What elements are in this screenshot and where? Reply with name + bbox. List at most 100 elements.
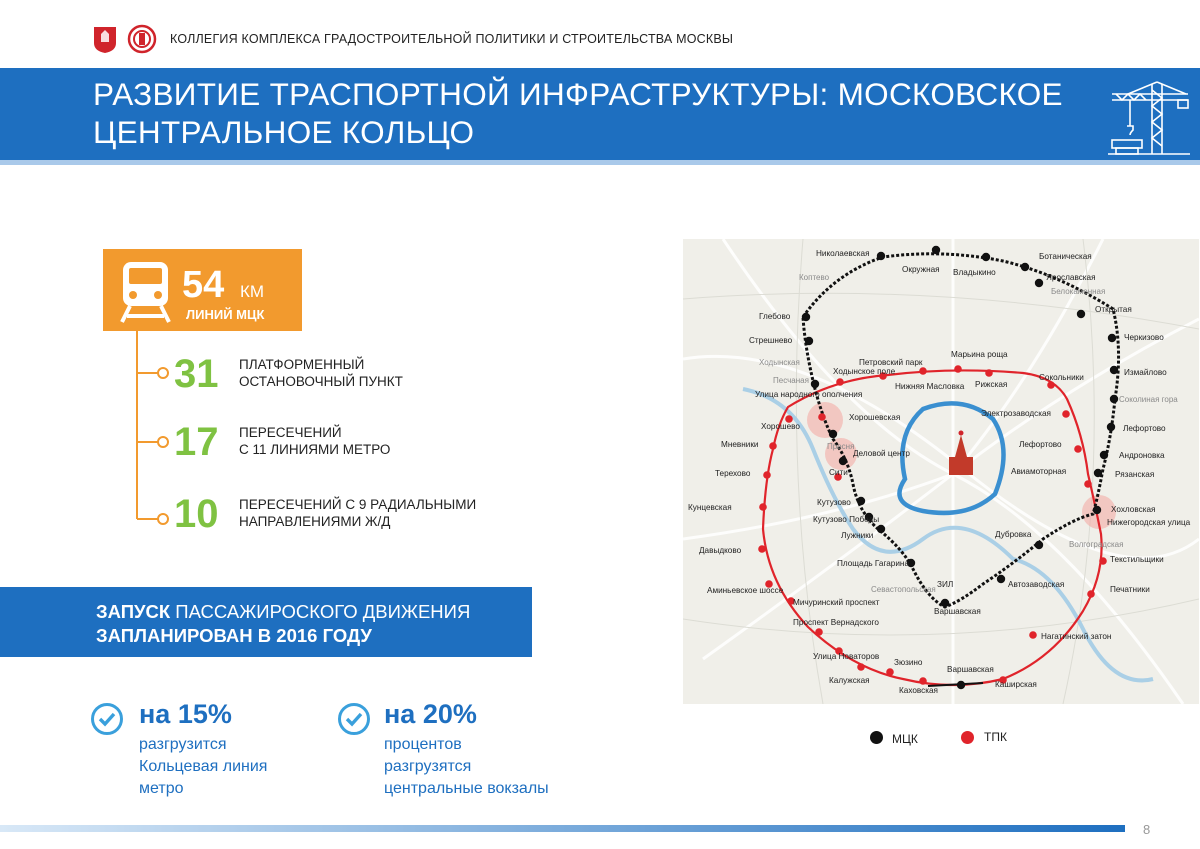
map-label: Хорошево	[761, 422, 800, 431]
map-label: Ботаническая	[1039, 252, 1092, 261]
stats-connector	[136, 331, 169, 525]
mck-line	[801, 252, 1121, 609]
map-label: Ходынская	[759, 358, 800, 367]
map-label: Улица народного ополчения	[755, 390, 862, 399]
legend-tpk-label: ТПК	[984, 730, 1007, 744]
map-label: Рязанская	[1115, 470, 1154, 479]
length-label: ЛИНИЙ МЦК	[186, 307, 265, 322]
map-label: Лефортово	[1019, 440, 1062, 449]
map-label: Хохловская	[1111, 505, 1155, 514]
mck-spur	[927, 682, 984, 687]
map-label: Глебово	[759, 312, 791, 321]
map-label: Варшавская	[947, 665, 994, 674]
tpk-stations	[758, 365, 1107, 685]
map-labels: Николаевская Окружная Владыкино Ботаниче…	[688, 249, 1191, 695]
title-band	[0, 68, 1200, 165]
stat-text-line: ПЛАТФОРМЕННЫЙ	[239, 357, 365, 372]
page-number: 8	[1143, 822, 1151, 837]
map-label: Нижегородская улица	[1107, 518, 1191, 527]
garden-ring	[897, 401, 1006, 516]
stat-text-metro: ПЕРЕСЕЧЕНИЙ С 11 ЛИНИЯМИ МЕТРО	[239, 424, 390, 458]
stat-text-platforms: ПЛАТФОРМЕННЫЙ ОСТАНОВОЧНЫЙ ПУНКТ	[239, 356, 403, 390]
map-label: Варшавская	[934, 607, 981, 616]
map-label: Площадь Гагарина	[837, 559, 909, 568]
effect-title-ring: на 15%	[139, 699, 232, 729]
tpk-line	[761, 369, 1103, 687]
map-label: Текстильщики	[1110, 555, 1164, 564]
effect-desc-line: разгрузится	[139, 736, 227, 753]
page-title-line2: ЦЕНТРАЛЬНОЕ КОЛЬЦО	[93, 114, 475, 150]
map-label: Авиамоторная	[1011, 467, 1066, 476]
checkmark-icon	[338, 703, 370, 735]
map-label: Кутузово	[817, 498, 851, 507]
page-title: РАЗВИТИЕ ТРАСПОРТНОЙ ИНФРАСТРУКТУРЫ: МОС…	[93, 75, 1073, 151]
map-label: Севастопольская	[871, 585, 936, 594]
mck-stations	[801, 245, 1119, 690]
map-label: Песчаная	[773, 376, 809, 385]
map-label: Владыкино	[953, 268, 996, 277]
map-label: Черкизово	[1124, 333, 1164, 342]
map-label: Андроновка	[1119, 451, 1165, 460]
map-label: Аминьевское шоссе	[707, 586, 784, 595]
stat-text-line: НАПРАВЛЕНИЯМИ Ж/Д	[239, 514, 391, 529]
effect-title-stations: на 20%	[384, 699, 477, 729]
map-label: Автозаводская	[1008, 580, 1064, 589]
map-label: Проспект Вернадского	[793, 618, 879, 627]
map-label: Каховская	[899, 686, 938, 695]
length-value: 54	[182, 264, 225, 306]
stat-text-line: С 11 ЛИНИЯМИ МЕТРО	[239, 442, 391, 457]
map-label: Улица Новаторов	[813, 652, 879, 661]
stat-text-railway: ПЕРЕСЕЧЕНИЙ С 9 РАДИАЛЬНЫМИ НАПРАВЛЕНИЯМ…	[239, 496, 476, 530]
kremlin-icon	[949, 430, 973, 475]
stat-number-metro: 17	[174, 420, 219, 464]
map-label: Зюзино	[894, 658, 923, 667]
effect-desc-line: процентов	[384, 736, 462, 753]
launch-line2: ЗАПЛАНИРОВАН В 2016 ГОДУ	[96, 625, 372, 646]
legend-tpk-dot	[961, 731, 974, 744]
map-svg: Николаевская Окружная Владыкино Ботаниче…	[683, 239, 1199, 704]
map-label: Петровский парк	[859, 358, 923, 367]
map-label: Электрозаводская	[981, 409, 1051, 418]
map-label: Хорошевская	[849, 413, 900, 422]
footer-line	[0, 825, 1125, 832]
launch-bold: ЗАПУСК	[96, 601, 171, 622]
map-label: Рижская	[975, 380, 1007, 389]
launch-line1: ЗАПУСК ПАССАЖИРОСКОГО ДВИЖЕНИЯ	[96, 600, 470, 624]
map-label: Нагатинский затон	[1041, 632, 1111, 641]
map-label: Открытая	[1095, 305, 1132, 314]
map-label: Лефортово	[1123, 424, 1166, 433]
launch-band	[0, 587, 532, 657]
crane-icon	[1108, 81, 1190, 155]
checkmark-icon	[91, 703, 123, 735]
map-label: Сокольники	[1039, 373, 1084, 382]
org-name: КОЛЛЕГИЯ КОМПЛЕКСА ГРАДОСТРОИТЕЛЬНОЙ ПОЛ…	[170, 32, 734, 46]
stat-text-line: ПЕРЕСЕЧЕНИЙ	[239, 425, 342, 440]
effect-desc-line: Кольцевая линия	[139, 758, 268, 775]
train-icon	[120, 262, 171, 323]
map-label: Мичуринский проспект	[793, 598, 880, 607]
map-label: Нижняя Масловка	[895, 382, 965, 391]
map-label: Давыдково	[699, 546, 742, 555]
map-label: Мневники	[721, 440, 759, 449]
map-label: Дубровка	[995, 530, 1032, 539]
map-label: Деловой центр	[853, 449, 910, 458]
map-label: Калужская	[829, 676, 870, 685]
effect-desc-line: метро	[139, 780, 184, 797]
stat-text-line: ПЕРЕСЕЧЕНИЙ С 9 РАДИАЛЬНЫМИ	[239, 497, 477, 512]
legend-mck-label: МЦК	[892, 732, 918, 746]
map-label: Кутузово Победы	[813, 515, 879, 524]
stat-number-platforms: 31	[174, 352, 219, 396]
map-label: Окружная	[902, 265, 940, 274]
map-label: Терехово	[715, 469, 751, 478]
map-label: Измайлово	[1124, 368, 1167, 377]
launch-rest: ПАССАЖИРОСКОГО ДВИЖЕНИЯ	[170, 601, 471, 622]
map-label: Белокаменная	[1051, 287, 1105, 296]
map-label: Ярославская	[1046, 273, 1096, 282]
map-label: Волгоградская	[1069, 540, 1123, 549]
effect-desc-ring: разгрузится Кольцевая линия метро	[139, 734, 267, 800]
effect-desc-line: разгрузятся	[384, 758, 472, 775]
stat-number-railway: 10	[174, 492, 219, 536]
map-label: Каширская	[995, 680, 1037, 689]
length-unit: КМ	[240, 282, 265, 301]
map-label: Печатники	[1110, 585, 1150, 594]
